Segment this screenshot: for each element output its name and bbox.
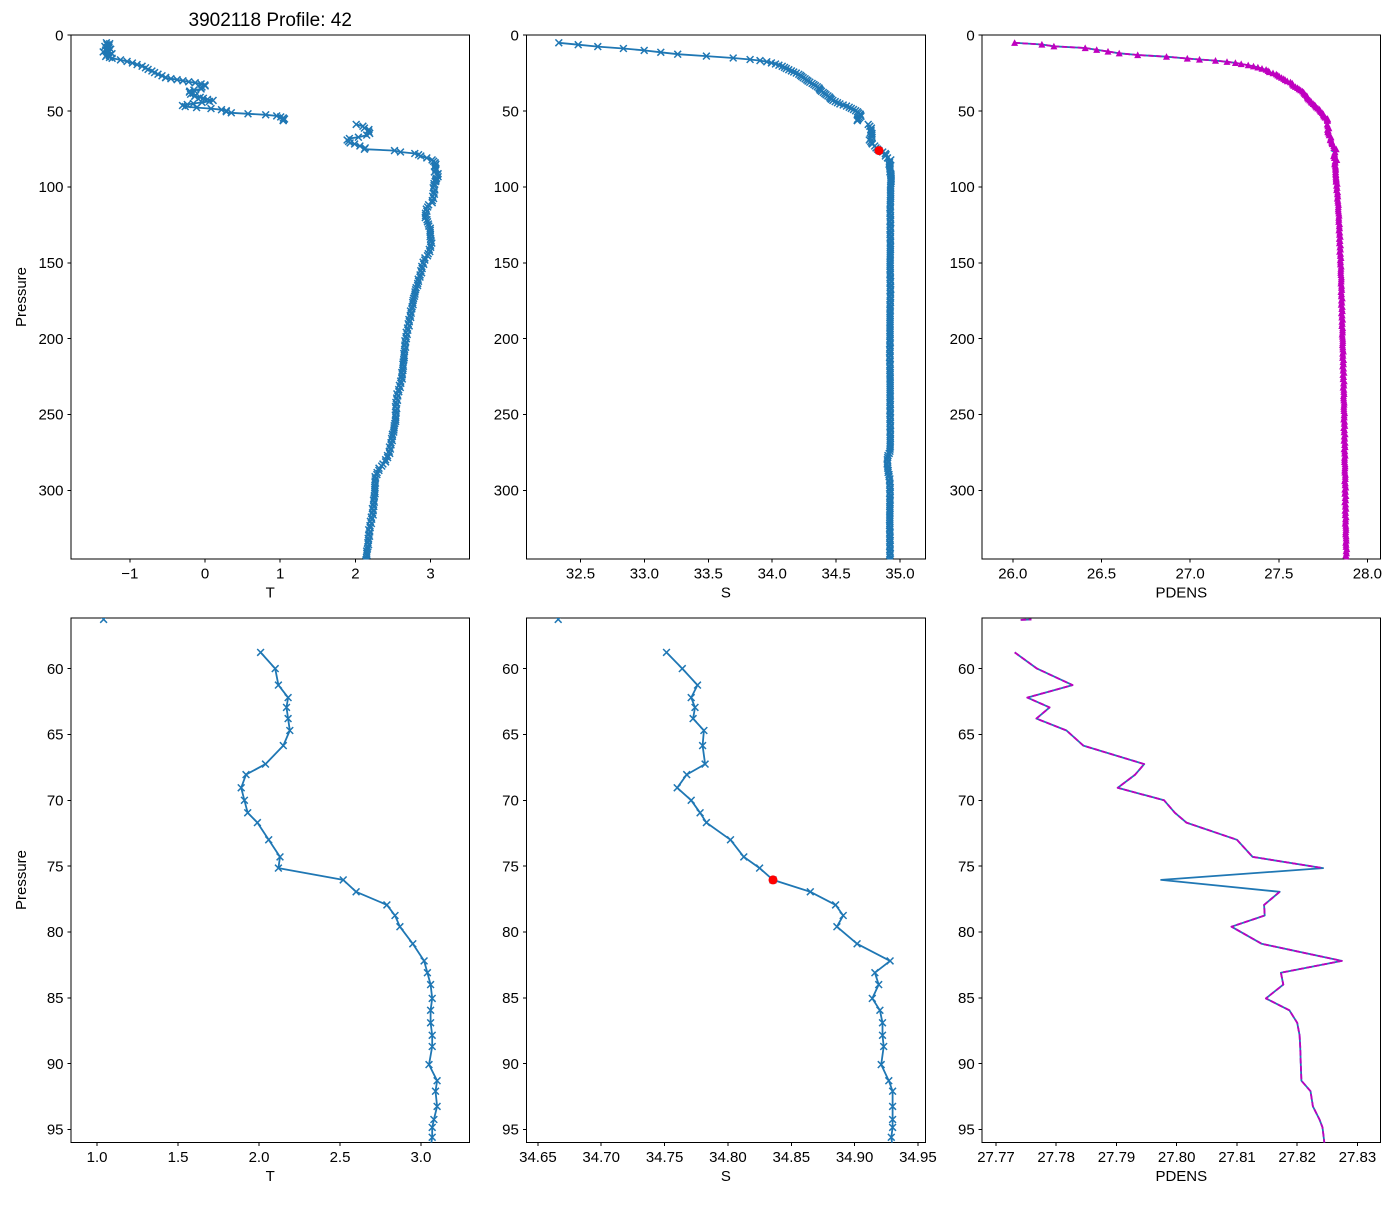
svg-text:50: 50 xyxy=(958,103,975,120)
svg-text:85: 85 xyxy=(47,990,64,1007)
svg-text:95: 95 xyxy=(47,1122,64,1139)
svg-text:65: 65 xyxy=(502,727,519,744)
svg-text:150: 150 xyxy=(950,255,975,272)
svg-text:200: 200 xyxy=(494,331,519,348)
svg-text:27.79: 27.79 xyxy=(1098,1149,1136,1166)
svg-text:0: 0 xyxy=(55,27,63,44)
svg-text:27.0: 27.0 xyxy=(1175,566,1204,583)
svg-text:−1: −1 xyxy=(121,566,138,583)
svg-text:50: 50 xyxy=(502,103,519,120)
svg-text:200: 200 xyxy=(38,331,63,348)
svg-text:34.85: 34.85 xyxy=(773,1149,811,1166)
svg-text:27.82: 27.82 xyxy=(1278,1149,1316,1166)
svg-text:34.95: 34.95 xyxy=(899,1149,937,1166)
svg-text:60: 60 xyxy=(47,661,64,678)
svg-text:70: 70 xyxy=(502,793,519,810)
svg-text:T: T xyxy=(266,1168,275,1185)
svg-text:34.65: 34.65 xyxy=(519,1149,557,1166)
svg-text:250: 250 xyxy=(38,407,63,424)
svg-text:300: 300 xyxy=(950,483,975,500)
svg-text:80: 80 xyxy=(958,924,975,941)
svg-text:60: 60 xyxy=(958,661,975,678)
svg-text:90: 90 xyxy=(47,1056,64,1073)
svg-text:34.80: 34.80 xyxy=(709,1149,747,1166)
svg-text:S: S xyxy=(721,1168,731,1185)
svg-text:75: 75 xyxy=(502,858,519,875)
svg-text:2: 2 xyxy=(351,566,359,583)
svg-text:65: 65 xyxy=(958,727,975,744)
svg-text:32.5: 32.5 xyxy=(566,566,595,583)
svg-text:80: 80 xyxy=(502,924,519,941)
svg-text:26.0: 26.0 xyxy=(998,566,1027,583)
svg-text:T: T xyxy=(266,585,275,602)
svg-text:34.5: 34.5 xyxy=(821,566,850,583)
svg-text:3902118 Profile: 42: 3902118 Profile: 42 xyxy=(189,10,352,31)
svg-text:Pressure: Pressure xyxy=(13,267,30,327)
svg-text:100: 100 xyxy=(494,179,519,196)
svg-text:34.90: 34.90 xyxy=(836,1149,874,1166)
svg-text:PDENS: PDENS xyxy=(1155,585,1207,602)
svg-text:1.0: 1.0 xyxy=(87,1149,108,1166)
svg-text:85: 85 xyxy=(502,990,519,1007)
svg-text:150: 150 xyxy=(494,255,519,272)
svg-text:70: 70 xyxy=(958,793,975,810)
svg-text:34.0: 34.0 xyxy=(758,566,787,583)
svg-text:60: 60 xyxy=(502,661,519,678)
svg-text:90: 90 xyxy=(958,1056,975,1073)
svg-text:2.0: 2.0 xyxy=(249,1149,270,1166)
svg-text:250: 250 xyxy=(494,407,519,424)
svg-text:75: 75 xyxy=(47,858,64,875)
svg-text:70: 70 xyxy=(47,793,64,810)
svg-text:300: 300 xyxy=(494,483,519,500)
svg-text:250: 250 xyxy=(950,407,975,424)
svg-text:27.5: 27.5 xyxy=(1264,566,1293,583)
svg-text:3.0: 3.0 xyxy=(410,1149,431,1166)
svg-text:1: 1 xyxy=(276,566,284,583)
svg-text:95: 95 xyxy=(958,1122,975,1139)
svg-text:PDENS: PDENS xyxy=(1155,1168,1207,1185)
svg-text:34.70: 34.70 xyxy=(582,1149,620,1166)
svg-text:28.0: 28.0 xyxy=(1353,566,1382,583)
svg-text:33.5: 33.5 xyxy=(694,566,723,583)
svg-text:26.5: 26.5 xyxy=(1087,566,1116,583)
svg-text:0: 0 xyxy=(201,566,209,583)
svg-text:1.5: 1.5 xyxy=(168,1149,189,1166)
svg-text:35.0: 35.0 xyxy=(885,566,914,583)
svg-text:85: 85 xyxy=(958,990,975,1007)
svg-text:0: 0 xyxy=(966,27,974,44)
svg-text:50: 50 xyxy=(47,103,64,120)
svg-text:27.80: 27.80 xyxy=(1158,1149,1196,1166)
svg-text:33.0: 33.0 xyxy=(630,566,659,583)
svg-text:75: 75 xyxy=(958,858,975,875)
svg-text:27.77: 27.77 xyxy=(977,1149,1015,1166)
svg-text:2.5: 2.5 xyxy=(330,1149,351,1166)
svg-text:90: 90 xyxy=(502,1056,519,1073)
svg-text:Pressure: Pressure xyxy=(13,850,30,910)
svg-text:3: 3 xyxy=(426,566,434,583)
svg-text:27.83: 27.83 xyxy=(1339,1149,1377,1166)
svg-text:95: 95 xyxy=(502,1122,519,1139)
svg-text:34.75: 34.75 xyxy=(646,1149,684,1166)
svg-text:100: 100 xyxy=(38,179,63,196)
svg-text:S: S xyxy=(721,585,731,602)
svg-text:80: 80 xyxy=(47,924,64,941)
svg-text:27.81: 27.81 xyxy=(1218,1149,1256,1166)
svg-text:65: 65 xyxy=(47,727,64,744)
svg-text:100: 100 xyxy=(950,179,975,196)
svg-text:300: 300 xyxy=(38,483,63,500)
svg-text:27.78: 27.78 xyxy=(1037,1149,1075,1166)
svg-text:200: 200 xyxy=(950,331,975,348)
svg-text:0: 0 xyxy=(510,27,518,44)
svg-text:150: 150 xyxy=(38,255,63,272)
